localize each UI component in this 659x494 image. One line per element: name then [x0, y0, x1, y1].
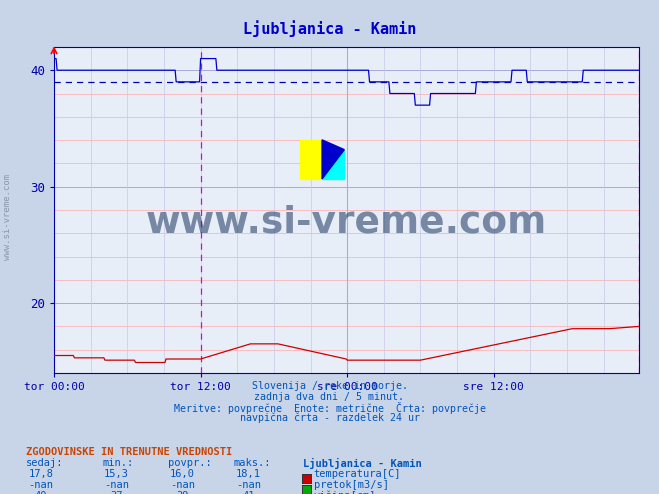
Text: -nan: -nan: [170, 480, 195, 490]
Text: Meritve: povprečne  Enote: metrične  Črta: povprečje: Meritve: povprečne Enote: metrične Črta:…: [173, 402, 486, 414]
Polygon shape: [322, 150, 344, 179]
Text: -nan: -nan: [28, 480, 53, 490]
Text: Ljubljanica - Kamin: Ljubljanica - Kamin: [303, 458, 422, 469]
Text: višina[cm]: višina[cm]: [314, 491, 376, 494]
Polygon shape: [322, 140, 344, 179]
Text: ZGODOVINSKE IN TRENUTNE VREDNOSTI: ZGODOVINSKE IN TRENUTNE VREDNOSTI: [26, 447, 233, 457]
Text: 39: 39: [177, 491, 188, 494]
Text: 40: 40: [35, 491, 47, 494]
Text: 15,3: 15,3: [104, 469, 129, 479]
Text: -nan: -nan: [104, 480, 129, 490]
Text: maks.:: maks.:: [234, 458, 272, 468]
Text: 16,0: 16,0: [170, 469, 195, 479]
Text: pretok[m3/s]: pretok[m3/s]: [314, 480, 389, 490]
Text: 37: 37: [111, 491, 123, 494]
Text: 41: 41: [243, 491, 254, 494]
Text: 18,1: 18,1: [236, 469, 261, 479]
Text: www.si-vreme.com: www.si-vreme.com: [3, 174, 13, 260]
Text: min.:: min.:: [102, 458, 133, 468]
Text: sedaj:: sedaj:: [26, 458, 64, 468]
Text: 17,8: 17,8: [28, 469, 53, 479]
Text: www.si-vreme.com: www.si-vreme.com: [146, 205, 547, 241]
Text: -nan: -nan: [236, 480, 261, 490]
Bar: [300, 140, 322, 179]
Text: navpična črta - razdelek 24 ur: navpična črta - razdelek 24 ur: [239, 412, 420, 423]
Text: Ljubljanica - Kamin: Ljubljanica - Kamin: [243, 20, 416, 37]
Text: Slovenija / reke in morje.: Slovenija / reke in morje.: [252, 381, 407, 391]
Text: zadnja dva dni / 5 minut.: zadnja dva dni / 5 minut.: [254, 392, 405, 402]
Text: povpr.:: povpr.:: [168, 458, 212, 468]
Text: temperatura[C]: temperatura[C]: [314, 469, 401, 479]
